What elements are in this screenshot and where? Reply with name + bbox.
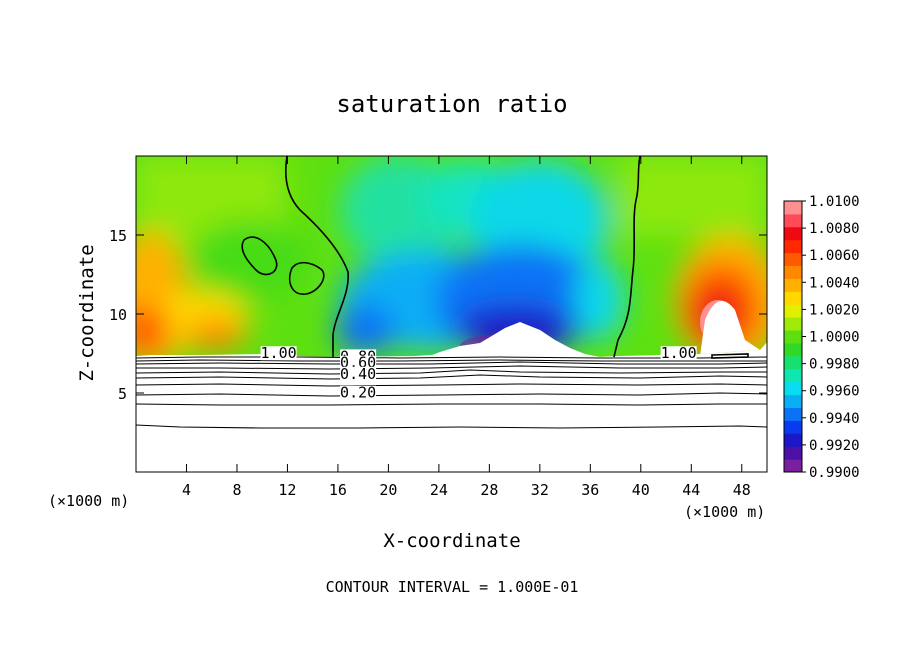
colorbar-label: 1.0020 (809, 302, 860, 318)
colorbar-swatch (784, 291, 802, 305)
x-tick-label: 28 (480, 481, 498, 499)
x-tick-label: 36 (581, 481, 599, 499)
contour-lines-field (241, 155, 749, 359)
x-tick-label: 12 (278, 481, 296, 499)
colorbar-swatch (784, 342, 802, 357)
x-tick-label: 16 (329, 481, 347, 499)
y-axis-label: Z-coordinate (76, 244, 98, 381)
colorbar-swatch (784, 330, 802, 344)
colorbar-swatch (784, 252, 802, 267)
x-unit-right: (×1000 m) (684, 503, 765, 521)
colorbar-swatch (784, 368, 802, 383)
contour-lines-band (135, 356, 768, 429)
contour-label: 0.40 (340, 365, 376, 383)
x-tick-label: 4 (182, 481, 191, 499)
colorbar-label: 1.0100 (809, 194, 860, 210)
x-unit-left: (×1000 m) (48, 492, 129, 510)
colorbar-swatch (784, 420, 802, 434)
colorbar-label: 0.9920 (809, 438, 860, 454)
colorbar-swatch (784, 381, 802, 396)
x-tick-label: 44 (682, 481, 700, 499)
colorbar-swatch (784, 446, 802, 460)
colorbar-label: 0.9960 (809, 384, 860, 400)
chart-title: saturation ratio (336, 90, 567, 118)
colorbar-label: 1.0000 (809, 330, 860, 346)
contour-labels: 1.000.800.600.400.201.00 (261, 344, 697, 402)
x-tick-label: 20 (379, 481, 397, 499)
colorbar-label: 0.9900 (809, 465, 860, 481)
colorbar-swatch (784, 239, 802, 254)
y-tick-label: 10 (109, 306, 127, 324)
contour-label-bg (340, 355, 377, 370)
colorbar-swatch (784, 433, 802, 447)
colorbar-swatch (784, 201, 802, 215)
contour-label-bg (340, 385, 377, 400)
colorbar-swatch (784, 304, 802, 318)
y-tick-label: 5 (118, 385, 127, 403)
colorbar-swatch (784, 265, 802, 279)
y-tick-label: 15 (109, 227, 127, 245)
colorbar: 1.0100 1.0080 1.0060 1.0040 1.0020 1.0000 0.99… (783, 194, 860, 481)
contour-label-bg (660, 346, 697, 361)
contour-label: 1.00 (261, 344, 297, 362)
x-tick-label: 32 (531, 481, 549, 499)
contour-label-bg (340, 366, 377, 381)
colorbar-swatch (784, 317, 802, 331)
colorbar-label: 0.9940 (809, 411, 860, 427)
contour-interval-note: CONTOUR INTERVAL = 1.000E-01 (326, 578, 579, 596)
contour-label: 1.00 (661, 344, 697, 362)
y-axis: 5 10 15 (109, 227, 767, 403)
colorbar-label: 0.9980 (809, 357, 860, 373)
colorbar-swatch (784, 394, 802, 408)
colorbar-swatch (784, 278, 802, 292)
colorbar-swatch (784, 213, 802, 228)
x-tick-label: 48 (733, 481, 751, 499)
contour-label-bg (260, 346, 297, 361)
colorbar-swatch (784, 407, 802, 421)
x-tick-label: 24 (430, 481, 448, 499)
colorbar-label: 1.0060 (809, 248, 860, 264)
x-axis-label: X-coordinate (383, 530, 520, 552)
colorbar-swatch (784, 459, 802, 473)
x-tick-label: 8 (232, 481, 241, 499)
x-tick-label: 40 (632, 481, 650, 499)
colorbar-swatch (784, 355, 802, 370)
colorbar-label: 1.0080 (809, 221, 860, 237)
colorbar-label: 1.0040 (809, 275, 860, 291)
contour-label: 0.20 (340, 384, 376, 402)
x-axis: 4 8 12 16 20 24 28 32 36 40 44 48 (182, 156, 751, 499)
colorbar-swatch (784, 226, 802, 241)
saturation-field (136, 156, 767, 357)
